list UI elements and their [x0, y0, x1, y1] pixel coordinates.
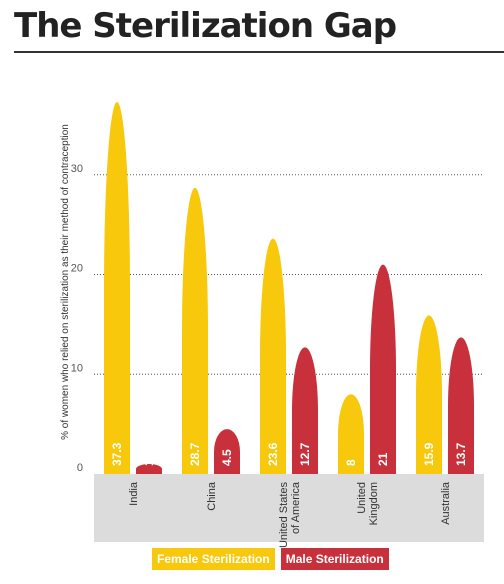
legend-female-sterilization: Female Sterilization — [152, 548, 275, 570]
female-sterilization-bar — [260, 238, 286, 474]
x-tick-label: United States — [278, 482, 290, 549]
legend: Female Sterilization Male Sterilization — [152, 548, 389, 570]
male-sterilization-bar — [214, 429, 240, 474]
y-tick-label: 30 — [71, 163, 83, 175]
female-value-label: 28.7 — [188, 442, 202, 466]
female-sterilization-bar — [338, 394, 364, 474]
x-tick-label: of America — [290, 481, 302, 534]
female-sterilization-bar — [182, 187, 208, 475]
female-value-label: 15.9 — [422, 442, 436, 466]
x-tick-label: India — [128, 481, 140, 506]
x-tick-label: Australia — [440, 481, 452, 525]
female-sterilization-bar — [104, 102, 130, 474]
legend-male-sterilization: Male Sterilization — [280, 548, 389, 570]
chart-title: The Sterilization Gap — [14, 6, 397, 46]
y-tick-label: 0 — [77, 462, 83, 474]
female-sterilization-bar — [416, 315, 442, 474]
y-axis-label: % of women who relied on sterilization a… — [60, 124, 71, 440]
male-value-label: 1 — [142, 459, 156, 466]
male-value-label: 13.7 — [454, 442, 468, 466]
x-tick-label: United — [356, 482, 368, 514]
male-sterilization-bar — [448, 337, 474, 474]
female-value-label: 37.3 — [110, 442, 124, 466]
x-tick-label: Kingdom — [368, 482, 380, 525]
y-tick-label: 10 — [71, 362, 83, 374]
male-sterilization-bar — [370, 264, 396, 474]
male-value-label: 12.7 — [298, 442, 312, 466]
y-tick-label: 20 — [71, 263, 83, 275]
female-value-label: 23.6 — [266, 442, 280, 466]
male-sterilization-bar — [136, 464, 162, 474]
male-sterilization-bar — [292, 347, 318, 474]
x-axis-band — [94, 474, 484, 542]
female-value-label: 8 — [344, 459, 358, 466]
male-value-label: 21 — [376, 452, 390, 466]
x-tick-label: China — [206, 481, 218, 511]
male-value-label: 4.5 — [220, 449, 234, 466]
title-divider — [14, 51, 504, 53]
